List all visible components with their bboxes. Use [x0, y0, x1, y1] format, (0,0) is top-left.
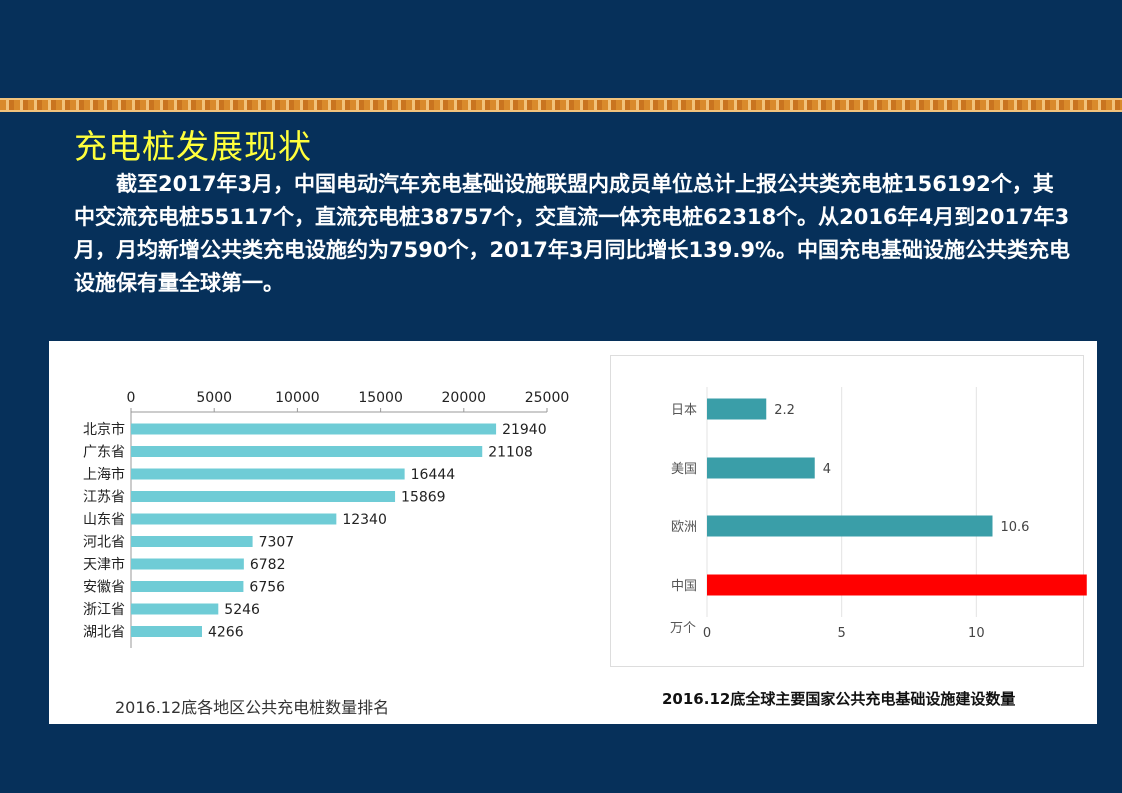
category-label: 湖北省	[83, 625, 125, 641]
x-tick-label: 0	[127, 390, 136, 406]
data-label: 15869	[401, 490, 446, 506]
x-tick-label: 5	[838, 626, 846, 641]
bar	[131, 491, 396, 502]
bar	[131, 468, 405, 480]
data-label: 21108	[488, 445, 533, 461]
data-label: 6756	[249, 580, 285, 596]
data-label: 4	[823, 462, 831, 477]
bar	[131, 536, 253, 547]
category-label: 上海市	[83, 466, 125, 483]
x-tick-label: 5000	[196, 390, 232, 406]
bar	[131, 581, 244, 592]
x-tick-label: 15000	[358, 390, 403, 406]
category-label: 浙江省	[83, 602, 125, 618]
data-label: 10.6	[1000, 520, 1029, 535]
x-tick-label: 20000	[442, 390, 487, 406]
bar	[131, 513, 337, 525]
category-label: 安徽省	[83, 580, 125, 596]
x-tick-label: 10	[968, 626, 985, 641]
data-label: 16444	[411, 467, 456, 483]
slide-title: 充电桩发展现状	[74, 127, 312, 166]
decorative-border-band	[0, 98, 1122, 112]
category-label: 江苏省	[83, 490, 125, 506]
x-tick-label: 10000	[275, 390, 320, 406]
bar	[707, 515, 993, 537]
category-label: 中国	[671, 579, 697, 594]
x-tick-label: 25000	[525, 390, 570, 406]
slide-paragraph: 截至2017年3月，中国电动汽车充电基础设施联盟内成员单位总计上报公共类充电桩1…	[74, 172, 1070, 295]
category-label: 天津市	[83, 556, 125, 573]
data-label: 5246	[224, 602, 260, 618]
bar	[707, 398, 767, 420]
category-label: 欧洲	[671, 520, 697, 535]
data-label: 21940	[502, 422, 547, 438]
data-label: 4266	[208, 625, 244, 641]
category-label: 日本	[671, 403, 697, 418]
bar	[131, 558, 244, 570]
bar	[707, 457, 815, 479]
category-label: 山东省	[83, 512, 125, 528]
category-label: 广东省	[83, 445, 125, 461]
category-label: 河北省	[83, 535, 125, 551]
chart-caption: 2016.12底全球主要国家公共充电基础设施建设数量	[662, 690, 1015, 708]
data-label: 12340	[342, 512, 387, 528]
bar	[707, 574, 1087, 596]
data-label: 6782	[250, 557, 286, 573]
category-label: 北京市	[83, 421, 125, 438]
data-label: 7307	[259, 535, 295, 551]
charts-panel: 0 5000 10000 15000 20000 25000 北京市 21940 广东省 2110…	[49, 341, 1097, 724]
bar	[131, 626, 202, 637]
unit-label: 万个	[670, 621, 696, 636]
bar	[131, 603, 219, 615]
category-label: 美国	[671, 462, 697, 477]
country-chart: 051015日本2.2美国4欧洲10.6中国14.1万个2016.12底全球主要…	[662, 387, 1087, 708]
chart-caption: 2016.12底各地区公共充电桩数量排名	[115, 698, 389, 717]
right-chart-frame	[610, 355, 1084, 667]
x-tick-label: 0	[703, 626, 711, 641]
bar	[131, 446, 483, 457]
bar	[131, 423, 497, 435]
region-chart: 0 5000 10000 15000 20000 25000 北京市 21940 广东省 2110…	[83, 390, 570, 717]
data-label: 2.2	[774, 403, 795, 418]
